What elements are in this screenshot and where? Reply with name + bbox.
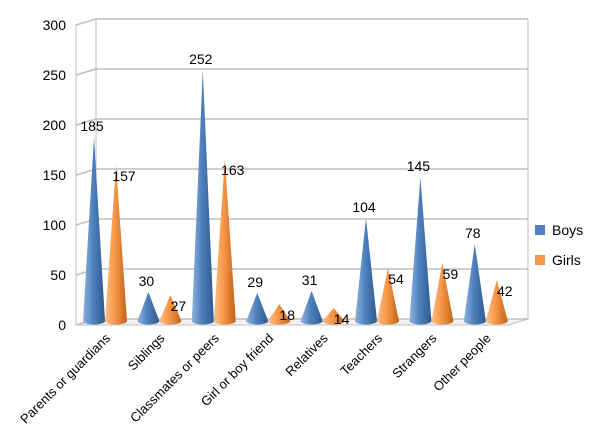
y-tick-label: 50 [50, 267, 66, 283]
legend-swatch-girls [535, 255, 545, 265]
data-cones [83, 70, 508, 325]
data-label-girls: 163 [221, 162, 245, 178]
y-tick-label: 150 [43, 167, 67, 183]
cone-boys [463, 244, 486, 325]
data-label-girls: 54 [388, 271, 404, 287]
cone-girls [105, 165, 127, 325]
data-label-girls: 18 [279, 307, 295, 323]
cone-boys [246, 293, 269, 325]
gridline-side [75, 118, 97, 126]
data-label-boys: 185 [80, 118, 104, 134]
y-tick-label: 300 [43, 17, 67, 33]
legend-swatch-boys [535, 225, 545, 235]
data-label-boys: 104 [352, 199, 376, 215]
cone-girls [159, 295, 182, 325]
cone-girls [268, 304, 291, 325]
cone-boys [355, 218, 377, 325]
cone-boys [83, 137, 105, 325]
legend-label-boys: Boys [552, 222, 583, 238]
x-category-label: Teachers [337, 330, 385, 378]
cone-girls [431, 263, 454, 325]
legend-label-girls: Girls [552, 252, 581, 268]
x-category-label: Classmates or peers [127, 330, 222, 425]
x-category-label: Other people [430, 331, 494, 395]
cone-boys [137, 292, 160, 325]
x-category-label: Strangers [389, 330, 440, 381]
data-label-girls: 42 [497, 283, 513, 299]
gridline-side [75, 68, 97, 76]
data-label-boys: 29 [247, 274, 263, 290]
cone-boys [409, 177, 432, 325]
data-label-girls: 157 [112, 168, 136, 184]
data-label-girls: 59 [443, 266, 459, 282]
x-category-label: Relatives [282, 330, 331, 379]
cone-girls [213, 159, 236, 325]
cone-girls [377, 268, 399, 325]
legend: Boys Girls [535, 222, 583, 268]
gridline-side [75, 18, 97, 26]
cone-girls [485, 280, 508, 325]
y-tick-label: 250 [43, 67, 67, 83]
cone-boys [300, 291, 323, 325]
y-tick-label: 100 [43, 217, 67, 233]
data-labels: 185 157 30 27 252 163 29 18 31 14 104 54 145 59 78 42 [80, 51, 512, 327]
data-label-boys: 78 [465, 225, 481, 241]
data-label-girls: 27 [171, 298, 187, 314]
cone-girls [322, 308, 345, 325]
y-axis-tick-labels: 0 50 100 150 200 250 300 [43, 17, 67, 333]
data-label-girls: 14 [334, 311, 350, 327]
data-label-boys: 31 [302, 272, 318, 288]
data-label-boys: 252 [189, 51, 213, 67]
x-category-label: Siblings [125, 330, 168, 373]
x-category-label: Parents or guardians [17, 330, 113, 426]
y-tick-label: 0 [58, 317, 66, 333]
data-label-boys: 30 [139, 273, 155, 289]
y-tick-label: 200 [43, 117, 67, 133]
data-label-boys: 145 [407, 158, 431, 174]
cone-boys [191, 70, 214, 325]
